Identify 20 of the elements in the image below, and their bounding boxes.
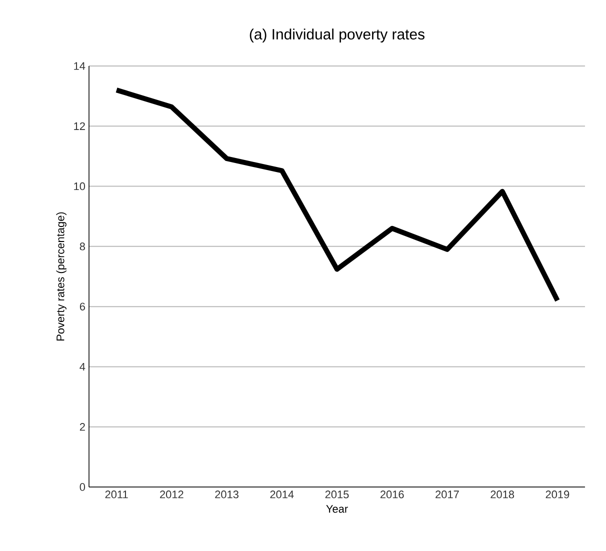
y-tick-label: 8 (80, 242, 85, 250)
x-tick-label: 2013 (215, 490, 238, 498)
x-tick-label: 2012 (160, 490, 184, 498)
y-tick-label: 14 (74, 62, 86, 70)
y-axis-title: Poverty rates (percentage) (56, 212, 66, 340)
y-tick-label: 12 (74, 122, 85, 130)
x-axis-title: Year (326, 505, 348, 513)
x-tick-label: 2011 (105, 490, 128, 498)
y-tick-label: 4 (80, 362, 86, 370)
x-tick-label: 2016 (380, 490, 404, 498)
x-tick-label: 2014 (270, 490, 294, 498)
x-tick-label: 2018 (490, 490, 514, 498)
x-tick-label: 2017 (436, 490, 459, 498)
y-tick-label: 0 (80, 483, 86, 491)
x-tick-label: 2015 (325, 490, 349, 498)
y-tick-label: 10 (74, 182, 86, 190)
x-tick-label: 2019 (546, 490, 570, 498)
chart-title: (a) Individual poverty rates (250, 28, 424, 42)
y-tick-label: 2 (80, 423, 85, 431)
y-tick-label: 6 (80, 302, 85, 310)
